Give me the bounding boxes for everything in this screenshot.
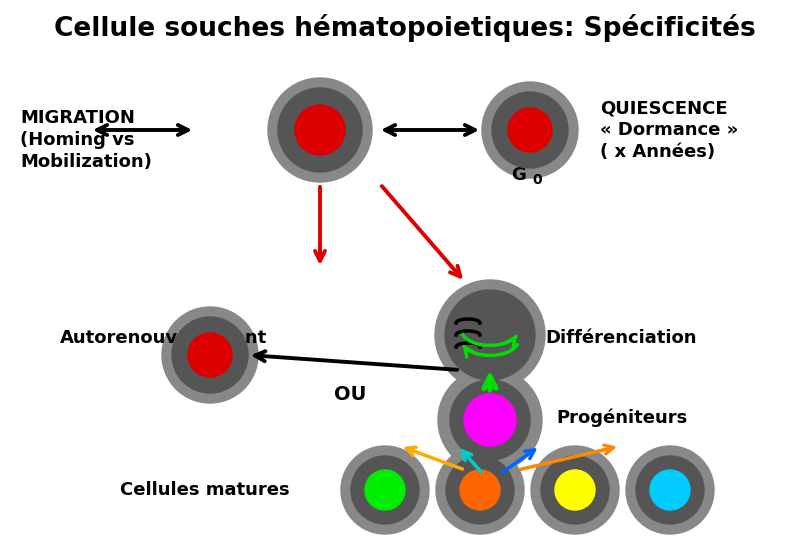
Text: G: G	[511, 166, 526, 184]
Circle shape	[450, 380, 530, 460]
Circle shape	[460, 470, 500, 510]
Circle shape	[172, 317, 248, 393]
Text: Progéniteurs: Progéniteurs	[556, 409, 687, 427]
Circle shape	[295, 105, 345, 155]
Circle shape	[435, 280, 545, 390]
Circle shape	[626, 446, 714, 534]
Text: Mobilization): Mobilization)	[20, 153, 152, 171]
Circle shape	[492, 92, 568, 168]
Circle shape	[446, 456, 514, 524]
Text: Autorenouvellement: Autorenouvellement	[60, 329, 267, 347]
Text: 0: 0	[532, 173, 542, 187]
Circle shape	[636, 456, 704, 524]
Circle shape	[162, 307, 258, 403]
Circle shape	[555, 470, 595, 510]
Circle shape	[464, 394, 516, 446]
Text: « Dormance »: « Dormance »	[600, 121, 739, 139]
Circle shape	[365, 470, 405, 510]
Circle shape	[351, 456, 419, 524]
Circle shape	[531, 446, 619, 534]
Circle shape	[508, 108, 552, 152]
Text: (Homing vs: (Homing vs	[20, 131, 134, 149]
Circle shape	[445, 290, 535, 380]
Text: MIGRATION: MIGRATION	[20, 109, 135, 127]
Circle shape	[438, 368, 542, 472]
Text: OU: OU	[334, 386, 366, 404]
Circle shape	[188, 333, 232, 377]
Circle shape	[278, 88, 362, 172]
Text: Cellules matures: Cellules matures	[120, 481, 290, 499]
Circle shape	[541, 456, 609, 524]
Circle shape	[482, 82, 578, 178]
Text: QUIESCENCE: QUIESCENCE	[600, 99, 727, 117]
Circle shape	[268, 78, 372, 182]
Circle shape	[650, 470, 690, 510]
Circle shape	[436, 446, 524, 534]
Text: ( x Années): ( x Années)	[600, 143, 715, 161]
Text: Différenciation: Différenciation	[545, 329, 697, 347]
Text: Cellule souches hématopoietiques: Spécificités: Cellule souches hématopoietiques: Spécif…	[54, 14, 756, 42]
Circle shape	[341, 446, 429, 534]
